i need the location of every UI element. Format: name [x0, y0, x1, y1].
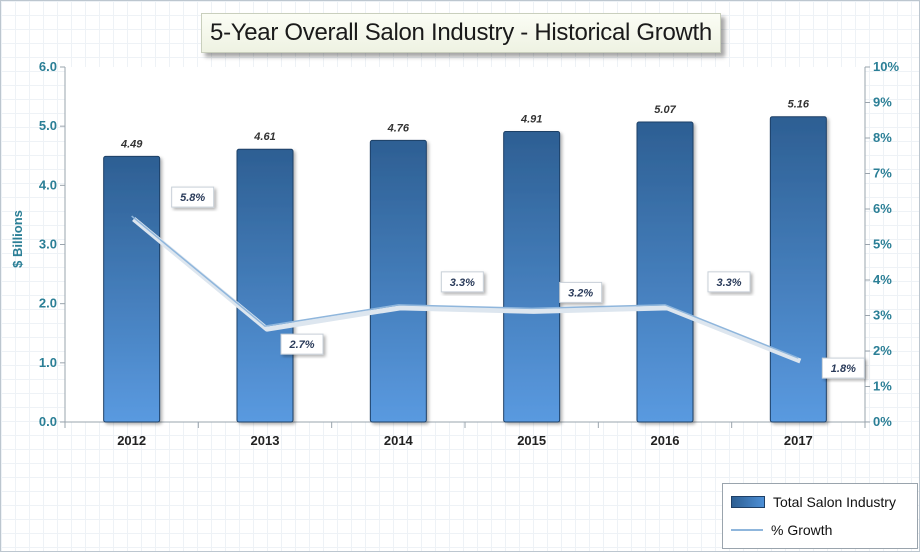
- x-tick-label: 2013: [251, 433, 280, 448]
- plot-background: [65, 67, 865, 422]
- growth-value-label: 2.7%: [288, 339, 314, 351]
- y2-tick-label: 3%: [873, 308, 892, 323]
- legend-label-total-salon: Total Salon Industry: [773, 494, 896, 510]
- bar-value-label: 5.07: [654, 104, 676, 116]
- y-tick-label: 1.0: [39, 355, 57, 370]
- legend-label-growth: % Growth: [771, 522, 833, 538]
- growth-label-box: [821, 357, 865, 379]
- y2-tick-label: 4%: [873, 272, 892, 287]
- x-tick-label: 2016: [651, 433, 680, 448]
- x-tick-label: 2014: [384, 433, 414, 448]
- growth-label-box: [559, 281, 603, 303]
- x-axis: 2012 2013 2014 2015 2016 2017: [117, 433, 813, 448]
- bar: [236, 148, 294, 423]
- bar: [369, 139, 427, 423]
- legend-item-total-salon: Total Salon Industry: [731, 494, 896, 510]
- y2-tick-label: 9%: [873, 95, 892, 110]
- bar-value-label: 4.49: [120, 138, 143, 150]
- y2-tick-label: 7%: [873, 166, 892, 181]
- y2-tick-label: 5%: [873, 237, 892, 252]
- y-tick-label: 4.0: [39, 177, 57, 192]
- legend-bar-swatch: [731, 496, 765, 508]
- chart-title: 5-Year Overall Salon Industry - Historic…: [201, 13, 721, 53]
- growth-label-box: [280, 333, 324, 355]
- legend: Total Salon Industry % Growth: [722, 483, 918, 549]
- y2-tick-label: 0%: [873, 414, 892, 429]
- growth-label-box: [440, 271, 484, 293]
- x-tick-label: 2015: [517, 433, 546, 448]
- bar: [503, 130, 561, 423]
- growth-value-label: 1.8%: [831, 363, 856, 375]
- growth-value-label: 3.2%: [568, 287, 593, 299]
- y2-tick-label: 2%: [873, 343, 892, 358]
- growth-value-label: 3.3%: [716, 277, 741, 289]
- y2-tick-label: 6%: [873, 201, 892, 216]
- growth-value-labels: 5.8% 2.7% 3.3% 3.2% 3.3% 1.8%: [171, 186, 865, 379]
- y-axis-right: 0% 1% 2% 3% 4% 5% 6% 7% 8% 9% 10%: [865, 59, 899, 429]
- y-axis-title: $ Billions: [10, 210, 25, 268]
- y-axis-left: 0.0 1.0 2.0 3.0 4.0 5.0 6.0: [39, 59, 65, 429]
- y-tick-label: 5.0: [39, 118, 57, 133]
- x-tick-label: 2017: [784, 433, 813, 448]
- growth-label-box: [707, 271, 751, 293]
- y-tick-label: 0.0: [39, 414, 57, 429]
- y-tick-label: 2.0: [39, 296, 57, 311]
- bar-value-label: 4.91: [520, 113, 542, 125]
- bar: [636, 121, 694, 423]
- growth-line-series: [131, 215, 802, 364]
- y-tick-label: 3.0: [39, 237, 57, 252]
- y2-tick-label: 10%: [873, 59, 899, 74]
- bar-series: [103, 116, 827, 423]
- bar-value-label: 4.61: [253, 131, 275, 143]
- y2-tick-label: 8%: [873, 130, 892, 145]
- plot-area: [64, 67, 866, 428]
- growth-line-shadow: [132, 217, 802, 364]
- y-tick-label: 6.0: [39, 59, 57, 74]
- growth-line: [131, 215, 799, 359]
- growth-label-box: [171, 186, 215, 208]
- bar: [103, 155, 161, 423]
- x-tick-label: 2012: [117, 433, 146, 448]
- growth-value-label: 3.3%: [450, 277, 475, 289]
- bar-value-labels: 4.49 4.61 4.76 4.91 5.07 5.16: [120, 99, 810, 151]
- bar: [769, 116, 827, 423]
- bar-value-label: 4.76: [387, 122, 410, 134]
- legend-item-growth: % Growth: [731, 522, 832, 538]
- y2-tick-label: 1%: [873, 379, 892, 394]
- bar-value-label: 5.16: [788, 99, 810, 111]
- legend-line-swatch: [731, 529, 763, 531]
- growth-value-label: 5.8%: [180, 192, 205, 204]
